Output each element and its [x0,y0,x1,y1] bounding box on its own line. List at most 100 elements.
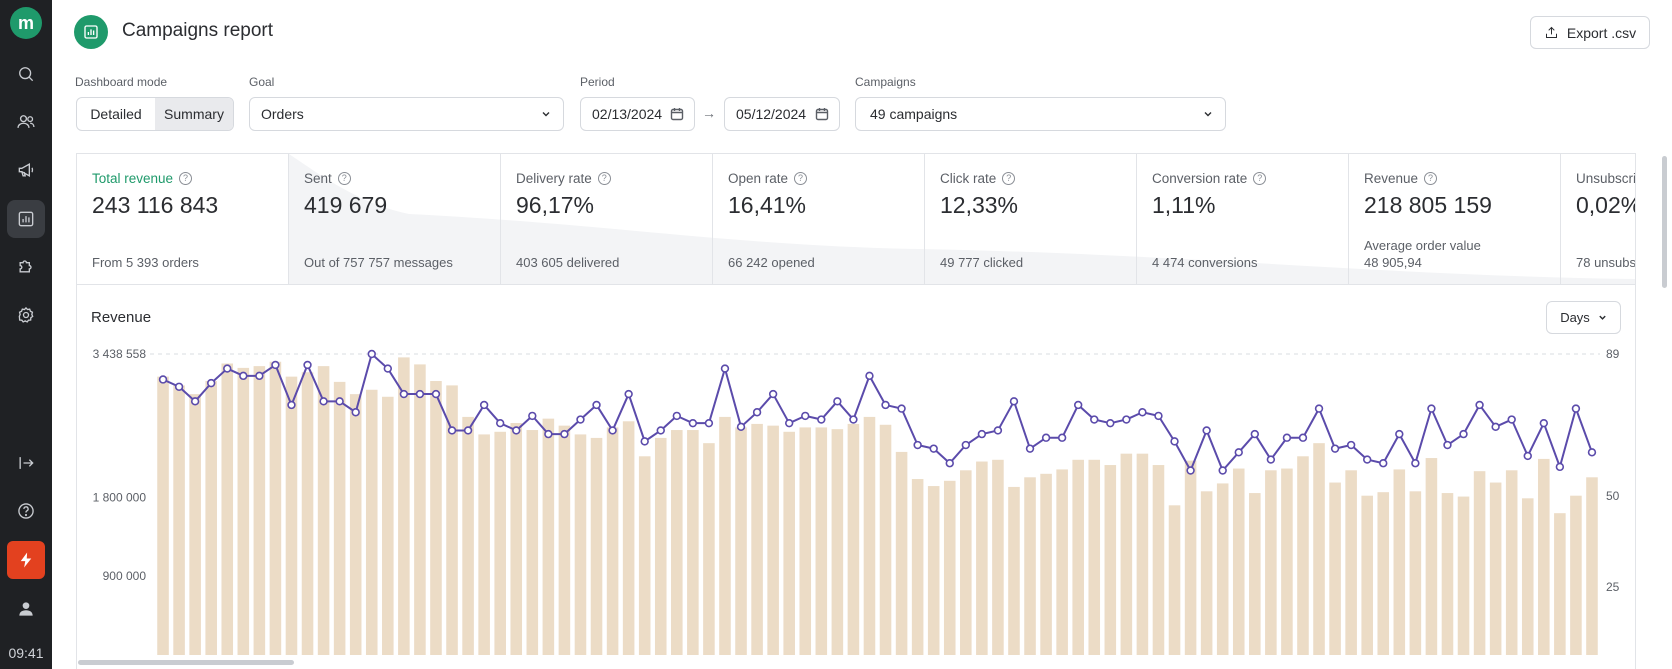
chart-point [881,400,890,410]
chart-bar [847,423,860,655]
chart-bar [767,425,779,655]
metric-label: Total revenue [92,171,174,186]
y-left-tick-label: 900 000 [103,569,147,583]
chart-point [736,422,746,432]
goal-label: Goal [249,75,275,89]
help-icon[interactable]: ? [337,172,351,185]
bar-chart-icon[interactable] [7,200,45,238]
help-icon[interactable]: ? [1253,172,1267,185]
chart-point [897,404,906,413]
metric-card-conversion-rate[interactable]: Conversion rate? 1,11% 4 474 conversions [1137,154,1349,285]
metric-label: Sent [304,171,332,186]
metric-card-delivery-rate[interactable]: Delivery rate? 96,17% 403 605 delivered [501,154,713,285]
chart-bar [333,381,346,655]
chart-point [1266,455,1276,464]
logout-icon[interactable] [7,444,45,482]
search-icon[interactable] [7,55,45,93]
help-icon[interactable]: ? [794,172,808,185]
horizontal-scrollbar[interactable] [78,660,294,665]
help-icon[interactable]: ? [1002,172,1016,185]
app-logo[interactable]: m [10,7,42,39]
goal-value: Orders [261,106,304,122]
period-to-input[interactable]: 05/12/2024 [724,97,840,131]
chart-point [1106,418,1115,428]
period-from-input[interactable]: 02/13/2024 [580,97,695,131]
chart-bar [1184,460,1197,655]
chart-point [1218,466,1227,475]
chart-bar [510,423,523,655]
chart-point [913,440,922,450]
chart-title: Revenue [91,309,152,326]
mode-summary[interactable]: Summary [155,98,233,130]
chart-bar [1136,453,1149,655]
puzzle-icon[interactable] [7,247,45,285]
campaigns-select[interactable]: 49 campaigns [855,97,1226,131]
metric-card-sent[interactable]: Sent? 419 679 Out of 757 757 messages [289,154,501,285]
chart-point [271,360,280,370]
chart-point [929,444,938,453]
period-to-value: 05/12/2024 [736,106,807,122]
chart-bar [1521,498,1534,655]
chart-point [993,426,1003,435]
help-icon[interactable]: ? [179,172,193,185]
mode-detailed[interactable]: Detailed [90,106,142,122]
chart-bar [960,470,972,655]
chart-point [287,400,296,410]
chart-bar [1554,513,1566,655]
chart-bar [494,431,506,655]
chart-bar [526,430,539,655]
metric-sub-top: Average order value [1364,238,1481,253]
export-csv-button[interactable]: Export .csv [1530,16,1650,49]
campaigns-value: 49 campaigns [870,106,958,122]
metric-label: Revenue [1364,171,1419,186]
chart-point [528,411,537,421]
chart-point [463,426,473,435]
metric-card-click-rate[interactable]: Click rate? 12,33% 49 777 clicked [925,154,1137,285]
chart-point [704,418,714,428]
chart-bar [574,434,587,655]
chart-bar [1409,491,1422,655]
metric-card-revenue[interactable]: Revenue? 218 805 159 Average order value… [1349,154,1561,285]
chart-point [1443,440,1452,450]
gear-icon[interactable] [7,296,45,334]
help-icon[interactable]: ? [597,172,611,185]
y-left-tick-label: 3 438 558 [93,347,147,361]
user-icon[interactable] [7,590,45,628]
chart-point [640,437,649,446]
metric-card-total-revenue[interactable]: Total revenue? 243 116 843 From 5 393 or… [77,154,289,285]
users-icon[interactable] [7,103,45,141]
chart-point [351,408,360,417]
lightning-icon[interactable] [7,541,45,579]
chart-bar [1152,465,1165,655]
chart-point [1186,466,1195,475]
chart-bar [1425,458,1438,655]
period-from-value: 02/13/2024 [592,106,663,122]
chart-bar [1200,491,1213,655]
metric-label: Conversion rate [1152,171,1248,186]
metric-card-unsubscribe[interactable]: Unsubscri 0,02% 78 unsubs [1561,154,1635,285]
chart-point [576,415,585,424]
chart-bar [863,416,876,655]
help-icon[interactable] [7,492,45,530]
chart-bar [1538,458,1550,655]
interval-select[interactable]: Days [1546,301,1621,334]
chart-bar [1361,495,1373,655]
metric-sub: From 5 393 orders [92,255,199,270]
chart-bar [1040,473,1052,655]
chart-point [1411,459,1420,468]
chart-point [1571,404,1581,413]
chart-point [1138,408,1147,417]
chart-bar [719,416,731,655]
chart-point [335,397,344,406]
interval-value: Days [1560,310,1590,325]
chart-point [223,364,232,373]
chart-bar [189,394,201,655]
vertical-scrollbar[interactable] [1662,156,1667,288]
goal-select[interactable]: Orders [249,97,564,131]
megaphone-icon[interactable] [7,151,45,189]
chart-bar [365,389,378,655]
help-icon[interactable]: ? [1424,172,1438,185]
chart-point [801,411,810,421]
metric-card-open-rate[interactable]: Open rate? 16,41% 66 242 opened [713,154,925,285]
